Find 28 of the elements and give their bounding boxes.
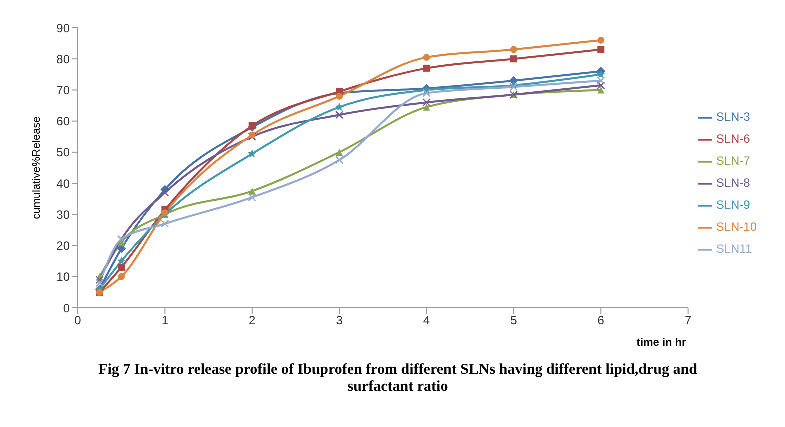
y-tick-label: 10: [56, 270, 70, 284]
y-tick-label: 70: [56, 83, 70, 98]
y-tick-label: 40: [56, 176, 70, 191]
y-tick-label: 30: [56, 208, 70, 222]
x-tick-label: 7: [684, 314, 692, 328]
x-tick-label: 1: [162, 314, 169, 328]
y-tick-label: 20: [56, 239, 70, 254]
y-tick-label: 0: [63, 301, 70, 316]
y-tick-label: 80: [56, 52, 70, 66]
x-tick-label: 6: [598, 314, 605, 328]
legend-label: SLN-7: [716, 154, 750, 168]
legend-label: SLN-9: [716, 198, 750, 212]
legend-label: SLN-6: [716, 132, 750, 146]
x-axis-title: time in hr: [636, 337, 688, 349]
legend-label: SLN-3: [716, 110, 750, 124]
legend-label: SLN-10: [716, 220, 757, 234]
x-tick-label: 5: [510, 314, 518, 328]
y-tick-label: 50: [56, 146, 70, 160]
x-tick-label: 0: [74, 314, 82, 328]
y-tick-label: 60: [56, 114, 70, 129]
legend-label: SLN11: [716, 242, 752, 256]
text: Fig 7 In-vitro release profile of Ibuprofen from different SLNs having different lipid,drug and surfactant ratio: [98, 362, 698, 396]
x-tick-label: 4: [423, 314, 430, 328]
x-tick-label: 2: [249, 314, 256, 328]
legend-label: SLN-8: [716, 176, 750, 190]
x-tick-label: 3: [336, 314, 344, 328]
y-tick-label: 90: [56, 21, 70, 36]
y-axis-title: cumulative%Release: [30, 116, 43, 220]
